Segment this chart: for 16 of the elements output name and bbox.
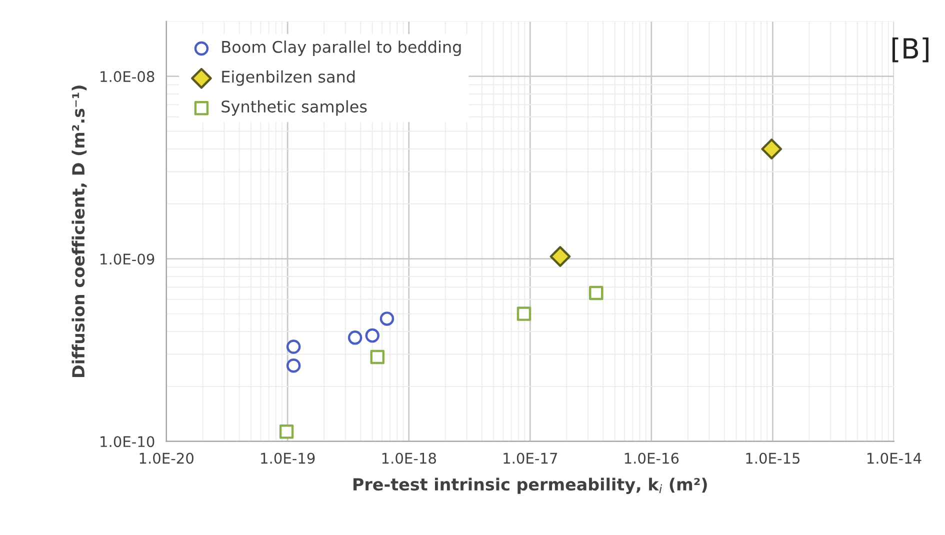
x-tick-label: 1.0E-19: [261, 452, 315, 464]
x-axis-title: Pre-test intrinsic permeability, k$_{i}$ (m²): [354, 478, 707, 494]
x-tick-label: 1.0E-16: [624, 452, 679, 464]
y-axis-title: Diffusion coefficient, D (m².s⁻¹): [72, 86, 87, 377]
y-tick-label: 1.0E-10: [100, 436, 154, 448]
x-tick-label: 1.0E-15: [746, 452, 800, 464]
legend-label: Synthetic samples: [222, 100, 367, 116]
x-tick-label: 1.0E-18: [382, 452, 436, 464]
x-tick-label: 1.0E-20: [140, 452, 194, 464]
annotation: [B]: [892, 37, 928, 62]
y-tick-label: 1.0E-08: [100, 71, 154, 82]
x-tick-label: 1.0E-14: [867, 452, 922, 464]
x-tick-label: 1.0E-17: [504, 452, 558, 464]
legend-label: Eigenbilzen sand: [222, 70, 355, 86]
y-tick-label: 1.0E-09: [100, 254, 154, 265]
legend-label: Boom Clay parallel to bedding: [222, 40, 461, 56]
